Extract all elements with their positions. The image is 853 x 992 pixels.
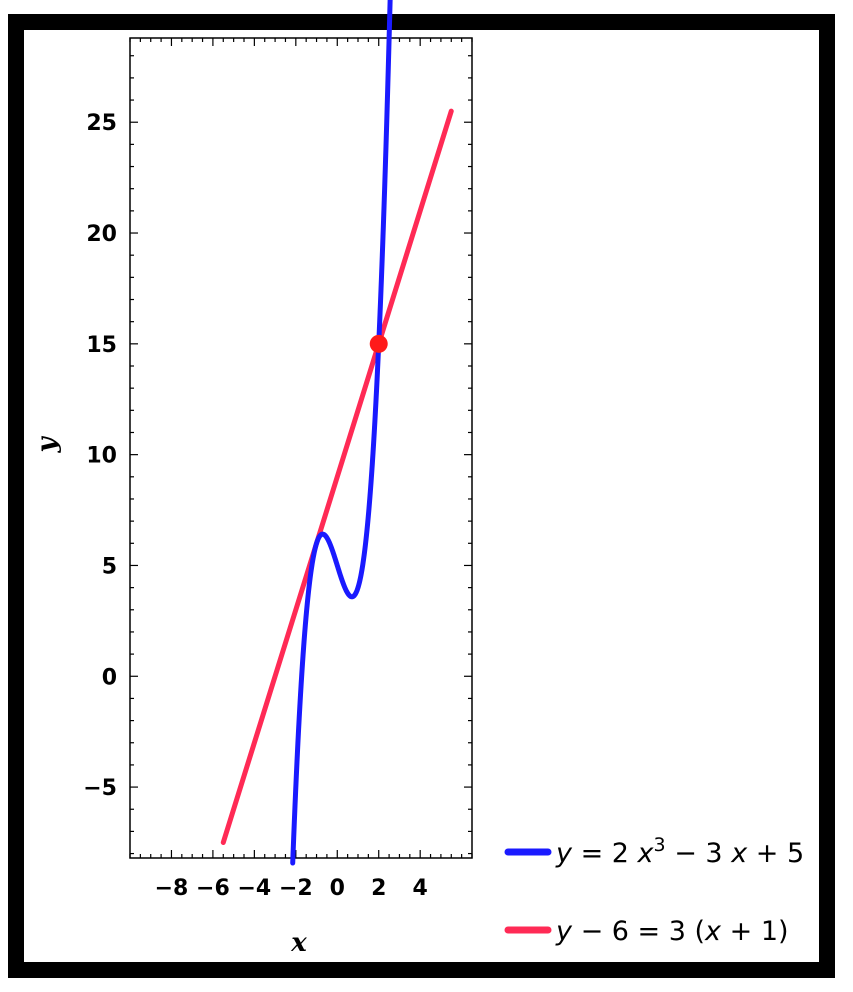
- y-tick-label: 0: [102, 665, 117, 690]
- tangent-line: [220, 108, 454, 845]
- points-layer: [369, 334, 388, 353]
- series-layer: [220, 0, 454, 866]
- legend-text-part: − 3: [666, 838, 732, 869]
- legend-text-part: + 1): [721, 916, 789, 947]
- legend-variable: y: [555, 916, 573, 947]
- legend-variable: y: [555, 838, 573, 869]
- axis-ticks: [129, 38, 473, 858]
- legend-text-part: − 6 = 3 (: [572, 916, 705, 947]
- x-tick-label: −8: [155, 876, 189, 901]
- y-tick-label: 10: [86, 444, 117, 469]
- tangent-point: [369, 334, 388, 353]
- legend-variable: x: [637, 838, 655, 869]
- x-axis-title: x: [290, 928, 307, 958]
- x-tick-label: 4: [413, 876, 428, 901]
- legend-text-part: + 5: [747, 838, 804, 869]
- cubic-curve: [290, 0, 393, 866]
- y-tick-label: −5: [83, 776, 117, 801]
- x-tick-label: 0: [330, 876, 345, 901]
- legend-variable: x: [730, 838, 748, 869]
- legend: y = 2 x3 − 3 x + 5y − 6 = 3 (x + 1): [504, 834, 804, 947]
- tick-labels: −8 −6 −4 −2 0 2 4 −5 0 5 10 15 20 25: [83, 111, 428, 901]
- chart-frame: [8, 14, 835, 978]
- legend-exponent: 3: [654, 834, 666, 856]
- legend-label: y − 6 = 3 (x + 1): [555, 916, 789, 947]
- x-tick-label: 2: [371, 876, 386, 901]
- y-tick-label: 25: [86, 111, 117, 136]
- x-tick-label: −2: [279, 876, 313, 901]
- y-tick-label: 5: [102, 554, 117, 579]
- plot-area: [129, 37, 473, 859]
- y-tick-label: 20: [86, 222, 117, 247]
- legend-label: y = 2 x3 − 3 x + 5: [555, 834, 804, 869]
- y-tick-label: 15: [86, 333, 117, 358]
- plot-border: [129, 37, 473, 859]
- y-axis-title: y: [32, 436, 62, 454]
- x-tick-label: −4: [237, 876, 271, 901]
- x-tick-label: −6: [196, 876, 230, 901]
- legend-variable: x: [704, 916, 722, 947]
- legend-text-part: = 2: [572, 838, 638, 869]
